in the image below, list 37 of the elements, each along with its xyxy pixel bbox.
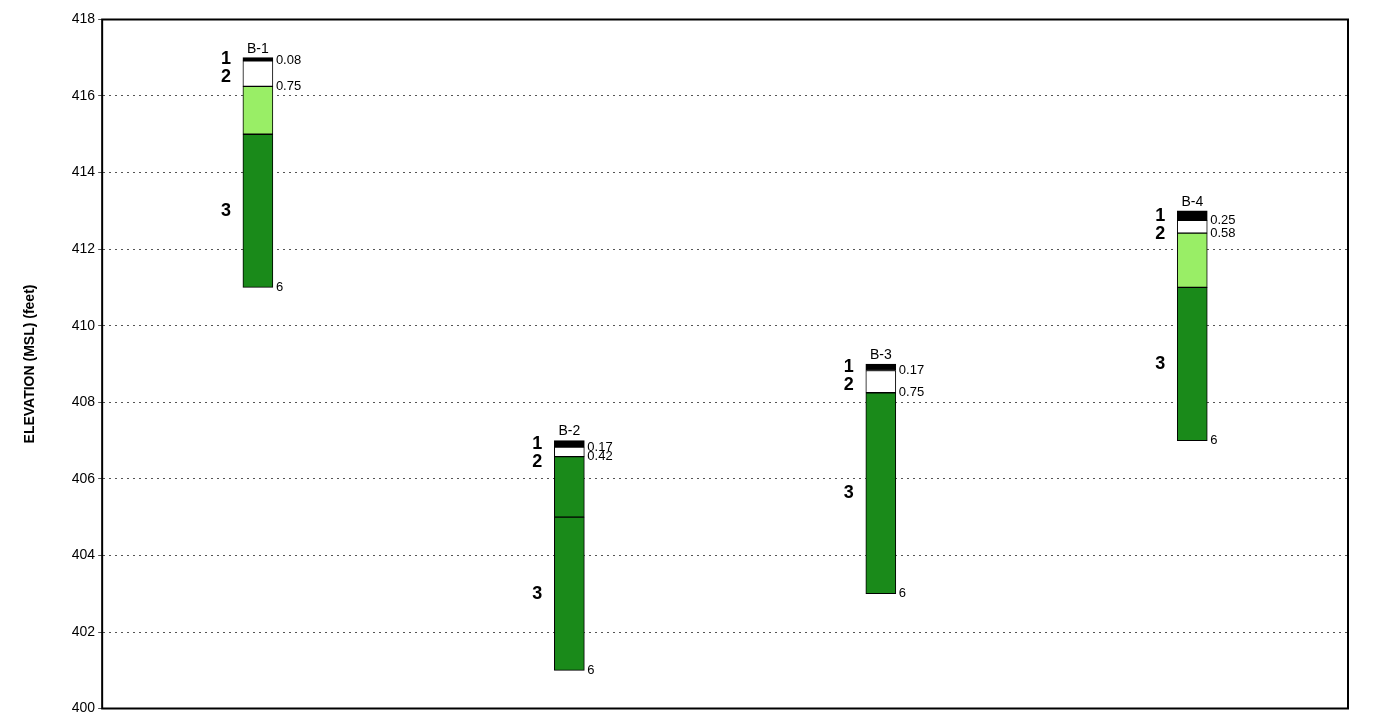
annotation: 0.08 xyxy=(275,52,302,68)
text: 3 xyxy=(1155,352,1166,373)
x-tick-label: B-2 xyxy=(558,422,581,439)
y-tick-label: 412 xyxy=(71,239,96,256)
text: 2 xyxy=(1155,222,1166,243)
text: 3 xyxy=(220,199,231,220)
y-tick-label: 414 xyxy=(71,163,96,180)
y-axis-title: ELEVATION (MSL) (feet) xyxy=(21,284,38,444)
text: 1 xyxy=(843,356,854,377)
annotation: 0.75 xyxy=(898,384,925,400)
text: 2 xyxy=(220,66,231,87)
legend-label: 1 xyxy=(532,432,543,453)
text: 3 xyxy=(843,482,854,503)
annotation: 0.17 xyxy=(898,362,925,378)
y-tick-label: 418 xyxy=(71,10,96,27)
x-tick-label: B-1 xyxy=(246,39,269,56)
annotation: 0.75 xyxy=(275,77,302,93)
annotation: 6 xyxy=(275,279,284,294)
annotation: 0.58 xyxy=(1210,224,1236,240)
text: 1 xyxy=(1155,204,1166,225)
y-tick-label: 402 xyxy=(71,622,96,639)
y-tick-label: 406 xyxy=(71,469,96,486)
y-tick-label: 416 xyxy=(71,86,96,103)
y-tick-label: 408 xyxy=(71,393,96,410)
annotation: 6 xyxy=(587,661,595,677)
y-tick-label: 404 xyxy=(71,546,96,563)
annotation: 6 xyxy=(898,585,907,601)
x-tick-label: B-4 xyxy=(1181,192,1204,209)
series-label: 3 xyxy=(532,582,543,603)
text: 2 xyxy=(843,374,854,395)
y-tick-label: 410 xyxy=(71,316,96,333)
annotation: 6 xyxy=(1210,432,1218,448)
annotation: 0.25 xyxy=(1210,211,1236,227)
x-tick-label: B-3 xyxy=(869,345,892,362)
text: 1 xyxy=(220,48,231,69)
y-tick-label: 400 xyxy=(71,699,96,716)
series-label: 2 xyxy=(532,450,543,471)
